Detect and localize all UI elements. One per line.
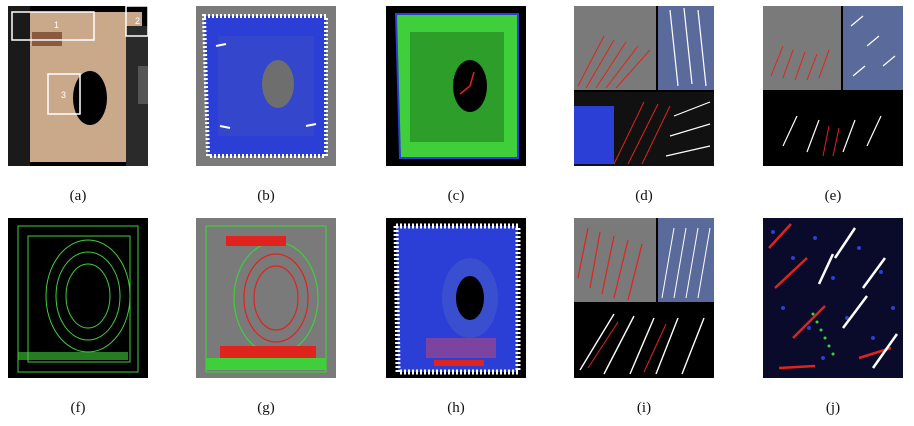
panel-g-caption: (g)	[257, 400, 275, 416]
closeup-normals-image	[763, 218, 903, 378]
green-pointcloud-image	[8, 218, 148, 378]
panel-e: (e)	[763, 6, 903, 204]
room-1-box	[11, 11, 95, 41]
panel-j: (j)	[763, 218, 903, 416]
floorplan-photo-image: 1 2 3	[8, 6, 148, 166]
panel-e-caption: (e)	[824, 188, 842, 204]
panel-c: (c)	[386, 6, 526, 204]
green-normals-image	[386, 6, 526, 166]
room-label-1: 1	[54, 20, 59, 30]
panel-a: 1 2 3 (a)	[8, 6, 148, 204]
panel-d: (d)	[574, 6, 714, 204]
panel-d-caption: (d)	[635, 188, 653, 204]
panel-a-caption: (a)	[69, 188, 87, 204]
panel-c-caption: (c)	[447, 188, 465, 204]
zoomed-normals-image-e	[763, 6, 903, 166]
panel-b: (b)	[196, 6, 336, 204]
panel-f: (f)	[8, 218, 148, 416]
panel-h-caption: (h)	[447, 400, 465, 416]
blue-white-normals-image	[386, 218, 526, 378]
panel-i-caption: (i)	[636, 400, 652, 416]
room-2-box	[125, 6, 148, 37]
panel-b-caption: (b)	[257, 188, 275, 204]
room-label-2: 2	[135, 16, 140, 26]
panel-j-caption: (j)	[825, 400, 841, 416]
blue-pointcloud-image	[196, 6, 336, 166]
panel-f-caption: (f)	[70, 400, 86, 416]
zoomed-normals-image-d	[574, 6, 714, 166]
panel-g: (g)	[196, 218, 336, 416]
room-3-box	[47, 73, 81, 115]
room-label-3: 3	[61, 90, 66, 100]
zoomed-normals-image-i	[574, 218, 714, 378]
panel-i: (i)	[574, 218, 714, 416]
green-red-pointcloud-image	[196, 218, 336, 378]
panel-h: (h)	[386, 218, 526, 416]
